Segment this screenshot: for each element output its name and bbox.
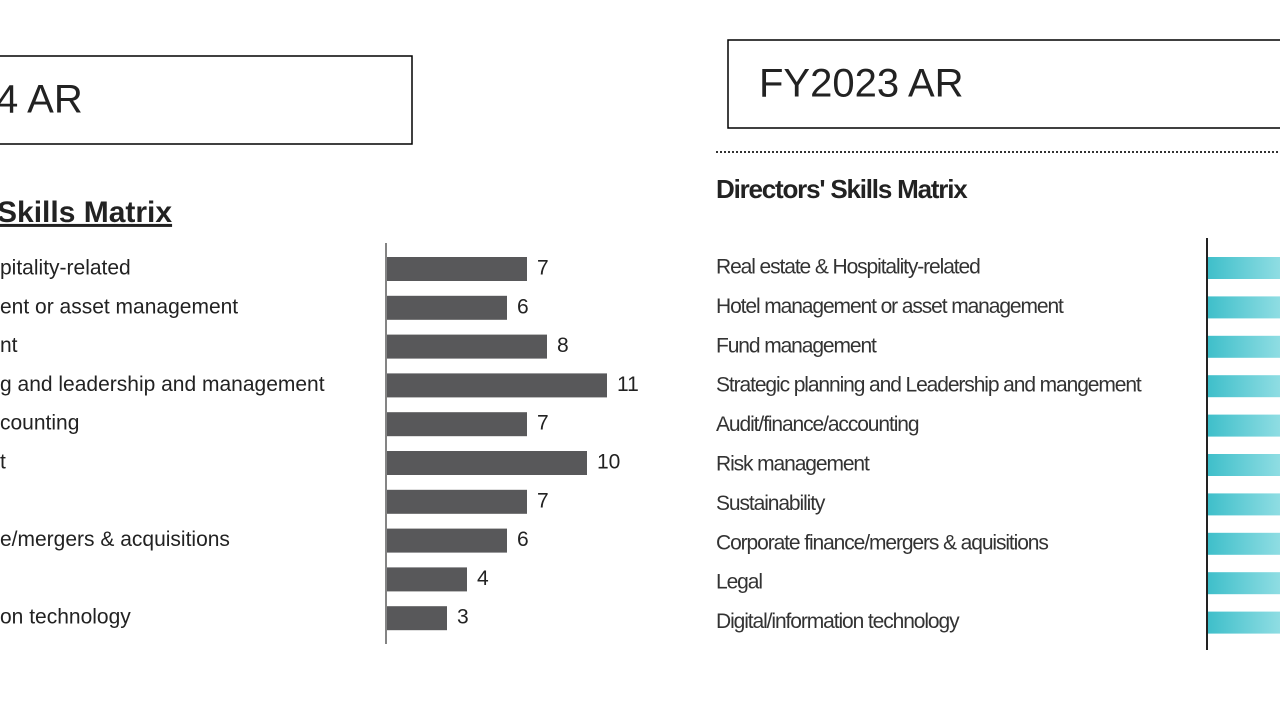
bar-stub: [1208, 493, 1280, 516]
bar-stub: [1208, 335, 1280, 358]
category-label: nt: [0, 334, 18, 357]
bar-stub: [1208, 454, 1280, 476]
bar: [387, 257, 527, 281]
category-label: Fund management: [716, 334, 877, 357]
category-label: Real estate & Hospitality-related: [716, 256, 980, 279]
header-box: [0, 55, 413, 145]
chart-title: Directors' Skills Matrix: [716, 174, 968, 204]
value-label: 7: [537, 412, 549, 435]
value-label: 4: [477, 567, 489, 590]
category-label: Sustainability: [716, 492, 826, 515]
bar-stub: [1208, 375, 1280, 398]
category-label: g and leadership and management: [0, 373, 325, 396]
value-label: 6: [517, 528, 529, 551]
chart-title: Skills Matrix: [0, 196, 172, 229]
bar: [387, 489, 527, 514]
category-label: e/mergers & acquisitions: [0, 528, 230, 551]
category-label: Audit/finance/accounting: [716, 413, 919, 436]
header: FY2023 AR: [759, 62, 964, 106]
bar-stub: [1208, 572, 1280, 595]
bar-stub: [1208, 532, 1280, 555]
category-label: ent or asset management: [0, 295, 238, 318]
header: 4 AR: [0, 78, 83, 122]
category-label: Digital/information technology: [716, 610, 960, 633]
bar: [387, 567, 467, 592]
bar: [387, 451, 587, 475]
bar-stub: [1208, 257, 1280, 279]
value-label: 6: [517, 295, 529, 318]
category-label: Corporate finance/mergers & aquisitions: [716, 531, 1048, 554]
value-label: 11: [617, 373, 639, 396]
bar: [387, 412, 527, 437]
category-label: Hotel management or asset management: [716, 295, 1064, 318]
category-label: counting: [0, 412, 79, 435]
bar-stub: [1208, 611, 1280, 634]
category-label: t: [0, 451, 6, 474]
header-box: [727, 39, 1280, 129]
category-label: pitality-related: [0, 257, 131, 280]
value-label: 7: [537, 257, 549, 280]
value-label: 3: [457, 606, 469, 629]
value-label: 10: [597, 451, 620, 474]
bar: [387, 334, 547, 359]
category-label: Strategic planning and Leadership and ma…: [716, 374, 1142, 397]
value-label: 7: [537, 489, 549, 512]
value-label: 8: [557, 334, 569, 357]
category-label: on technology: [0, 606, 131, 629]
category-label: Risk management: [716, 453, 870, 476]
bar: [387, 295, 507, 320]
bar-stub: [1208, 296, 1280, 319]
category-label: Legal: [716, 571, 762, 594]
bar: [387, 528, 507, 553]
bar-stub: [1208, 414, 1280, 437]
bar: [387, 373, 607, 398]
bar: [387, 606, 447, 631]
